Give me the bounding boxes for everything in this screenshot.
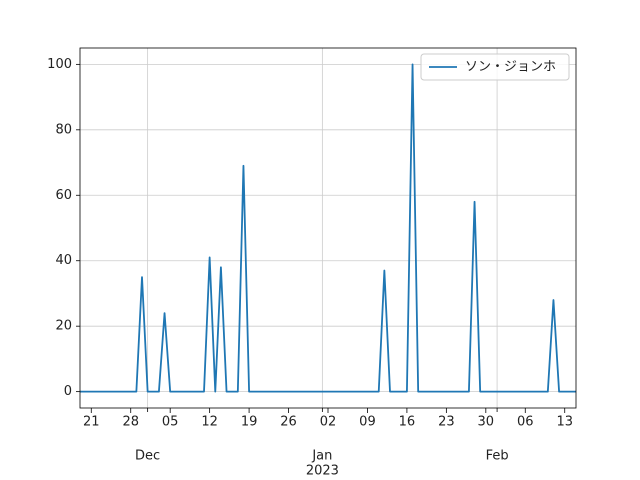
legend: ソン・ジョンホ	[420, 53, 570, 81]
y-tick-label: 20	[55, 319, 72, 334]
x-tick-label: 12	[201, 415, 218, 430]
x-tick-label: 13	[556, 415, 573, 430]
x-tick-label: 09	[359, 415, 376, 430]
x-tick-label: 26	[280, 415, 297, 430]
axes-frame	[79, 47, 577, 409]
x-tick-label: 19	[241, 415, 258, 430]
x-tick-label: 06	[517, 415, 534, 430]
x-tick-label: 30	[478, 415, 495, 430]
x-tick-label: 05	[162, 415, 179, 430]
legend-label: ソン・ジョンホ	[465, 60, 556, 75]
data-line	[80, 63, 576, 393]
x-tick-label: 28	[122, 415, 139, 430]
x-tick-label: 23	[438, 415, 455, 430]
x-tick-label: 02	[320, 415, 337, 430]
legend-box	[420, 53, 570, 81]
x-tick-label: 16	[399, 415, 416, 430]
x-tick-label: 21	[83, 415, 100, 430]
y-tick-label: 60	[55, 188, 72, 203]
y-tick-label: 100	[47, 57, 72, 72]
x-month-label: Dec	[135, 449, 160, 464]
x-month-label: Feb	[486, 449, 509, 464]
y-tick-label: 0	[64, 384, 72, 399]
y-tick-label: 80	[55, 122, 72, 137]
x-year-label: 2023	[306, 464, 339, 479]
y-tick-label: 40	[55, 253, 72, 268]
x-month-label: Jan	[311, 449, 332, 464]
